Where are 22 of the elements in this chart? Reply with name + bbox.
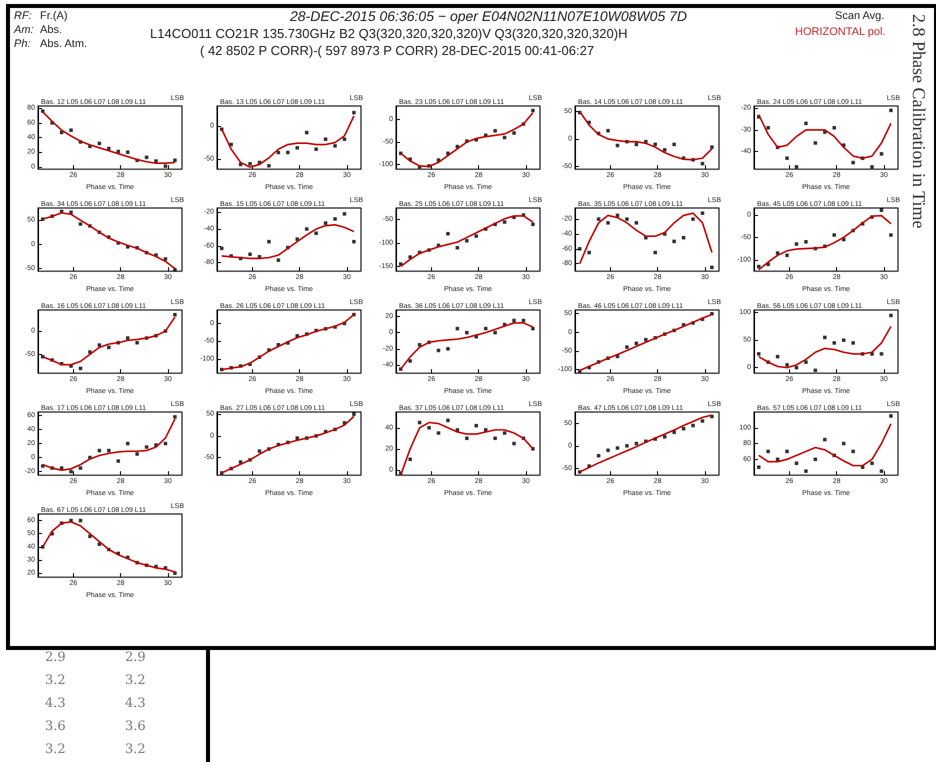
text: HORIZONTAL pol. bbox=[795, 26, 886, 38]
text: 4.3 bbox=[125, 696, 146, 711]
text: 3.2 bbox=[45, 673, 66, 688]
text: 3.2 bbox=[125, 673, 146, 688]
text: Fr.(A) bbox=[40, 10, 68, 22]
text: L14CO011 CO21R 135.730GHz B2 Q3(320,320,320,320)V Q3(320,320,320,320)H bbox=[150, 26, 628, 41]
text: Abs. bbox=[40, 24, 62, 36]
text: 2.9 bbox=[125, 650, 146, 665]
text: Abs. Atm. bbox=[40, 38, 88, 50]
text: 28-DEC-2015 06:36:05 − oper E04N02N11N07E10W08W05 7D bbox=[290, 8, 688, 24]
text: 2.9 bbox=[45, 650, 66, 665]
text: Am: bbox=[14, 24, 34, 36]
text: ( 42 8502 P CORR)-( 597 8973 P CORR) 28-DEC-2015 00:41-06:27 bbox=[200, 43, 594, 58]
text: 3.2 bbox=[45, 742, 66, 757]
text: 4.3 bbox=[45, 696, 66, 711]
text: RF: bbox=[14, 10, 32, 22]
text: 3.2 bbox=[125, 742, 146, 757]
text: Ph: bbox=[14, 38, 31, 50]
text: 2.8 Phase Calibration in Time bbox=[908, 14, 929, 229]
text: Scan Avg. bbox=[835, 10, 884, 22]
text: 3.6 bbox=[125, 719, 146, 734]
text: 3.6 bbox=[45, 719, 66, 734]
